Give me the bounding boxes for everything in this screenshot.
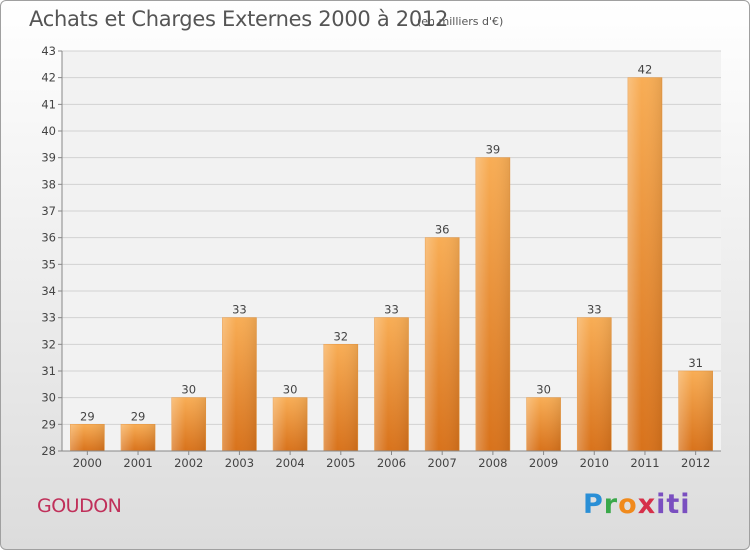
commune-name: GOUDON [37,495,122,517]
bar-shade [577,317,612,451]
x-tick-label: 2004 [275,456,304,470]
data-label: 32 [333,329,348,343]
y-tick-label: 36 [41,231,56,245]
y-tick-label: 39 [41,151,56,165]
data-label: 31 [688,356,703,370]
bars-group [70,77,713,452]
data-label: 29 [131,409,146,423]
logo-letter-p: P [583,489,604,520]
x-tick-label: 2007 [428,456,457,470]
x-tick-label: 2000 [73,456,102,470]
bar-shade [475,157,510,451]
x-tick-label: 2008 [478,456,507,470]
chart-unit-note: (en milliers d'€) [417,15,504,28]
bar-shade [627,77,662,452]
x-axis-ticks: 2000 2001 2002 2003 2004 2005 2006 2007 2008 2009… [73,451,710,470]
x-tick-label: 2003 [225,456,254,470]
bar-shade [323,344,358,451]
x-tick-label: 2010 [580,456,609,470]
x-tick-label: 2002 [174,456,203,470]
y-tick-label: 37 [41,204,56,218]
y-tick-label: 42 [41,71,56,85]
y-tick-label: 32 [41,337,56,351]
y-tick-label: 35 [41,257,56,271]
y-tick-label: 43 [41,44,56,58]
bar-shade [222,317,257,451]
bar-shade [374,317,409,451]
data-label: 29 [80,409,95,423]
data-label: 30 [536,383,551,397]
logo-letter-x: x [637,489,657,520]
bar-shade [121,424,156,451]
y-tick-label: 28 [41,444,56,458]
data-label: 33 [232,303,247,317]
bar-shade [678,371,713,451]
x-tick-label: 2006 [377,456,406,470]
bar-shade [273,397,308,451]
data-label: 30 [283,383,298,397]
data-label: 39 [486,143,501,157]
logo-letter-r: r [603,489,619,520]
x-tick-label: 2001 [123,456,152,470]
y-tick-label: 40 [41,124,56,138]
logo-letter-o: o [618,489,638,520]
proxiti-logo: Proxiti [583,489,691,520]
y-axis-ticks: 28 29 30 31 32 33 34 35 36 37 38 39 40 41 42 43 [41,44,62,458]
bar-shade [425,237,460,451]
x-tick-label: 2012 [681,456,710,470]
y-tick-label: 41 [41,97,56,111]
x-tick-label: 2011 [630,456,659,470]
data-label: 36 [435,223,450,237]
y-tick-label: 29 [41,417,56,431]
data-label: 30 [181,383,196,397]
data-label: 33 [384,303,399,317]
bar-shade [171,397,206,451]
bar-shade [70,424,105,451]
x-tick-label: 2005 [326,456,355,470]
y-tick-label: 33 [41,311,56,325]
y-tick-label: 38 [41,177,56,191]
data-label: 33 [587,303,602,317]
data-label: 42 [638,63,653,77]
chart-title: Achats et Charges Externes 2000 à 2012 [29,7,449,31]
x-tick-label: 2009 [529,456,558,470]
y-tick-label: 31 [41,364,56,378]
y-tick-label: 34 [41,284,56,298]
data-labels: 29 29 30 33 30 32 33 36 39 30 33 42 31 [80,63,703,424]
bar-shade [526,397,561,451]
y-tick-label: 30 [41,391,56,405]
logo-letters-iti: iti [656,489,691,520]
